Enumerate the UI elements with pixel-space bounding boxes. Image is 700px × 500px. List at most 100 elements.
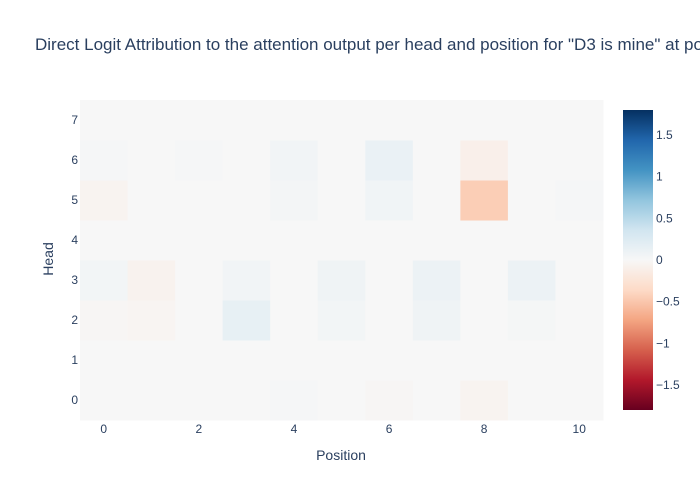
x-axis-ticks: 0 2 4 6 8 10 (100, 422, 586, 436)
y-tick-label: 6 (71, 153, 78, 167)
heatmap-cell (460, 260, 509, 301)
heatmap-cell (507, 100, 556, 141)
heatmap-cell (365, 300, 414, 341)
heatmap-cell (317, 260, 366, 301)
heatmap-cell (127, 140, 176, 181)
heatmap-cell (412, 140, 461, 181)
heatmap-cell (460, 220, 509, 261)
heatmap-cell (222, 220, 271, 261)
heatmap-cell (365, 340, 414, 381)
colorbar-ticks: 1.5 1 0.5 0 −0.5 −1 −1.5 (656, 128, 680, 392)
x-tick-label: 8 (481, 422, 488, 436)
heatmap-cell (507, 340, 556, 381)
heatmap-cell (507, 220, 556, 261)
heatmap-cell (317, 300, 366, 341)
y-tick-label: 5 (71, 193, 78, 207)
heatmap-cell (412, 100, 461, 141)
heatmap-cell (412, 340, 461, 381)
heatmap-cell (270, 180, 319, 221)
heatmap-cell (127, 220, 176, 261)
heatmap-cell (412, 300, 461, 341)
heatmap-cell (175, 140, 224, 181)
heatmap-cell (80, 260, 129, 301)
colorbar-tick-label: −1.5 (656, 378, 680, 392)
heatmap-cell (365, 100, 414, 141)
heatmap-cell (555, 380, 604, 421)
y-axis-title: Head (40, 242, 56, 275)
heatmap-cells (80, 100, 604, 421)
heatmap-cell (270, 260, 319, 301)
heatmap-cell (127, 380, 176, 421)
heatmap-cell (365, 220, 414, 261)
heatmap-cell (80, 340, 129, 381)
heatmap-cell (555, 180, 604, 221)
heatmap-cell (555, 260, 604, 301)
heatmap-cell (365, 140, 414, 181)
heatmap-cell (317, 180, 366, 221)
heatmap-cell (317, 340, 366, 381)
heatmap-cell (507, 260, 556, 301)
heatmap-cell (175, 300, 224, 341)
colorbar-tick-label: 1 (656, 170, 663, 184)
colorbar-gradient (623, 110, 653, 410)
heatmap-cell (507, 300, 556, 341)
y-tick-label: 2 (71, 313, 78, 327)
heatmap-cell (460, 100, 509, 141)
heatmap-cell (317, 100, 366, 141)
heatmap-cell (270, 100, 319, 141)
heatmap-cell (80, 100, 129, 141)
heatmap-cell (175, 340, 224, 381)
heatmap-cell (222, 100, 271, 141)
heatmap-cell (80, 380, 129, 421)
heatmap-cell (460, 180, 509, 221)
heatmap-cell (127, 100, 176, 141)
heatmap-cell (175, 260, 224, 301)
heatmap-cell (127, 300, 176, 341)
heatmap-cell (270, 340, 319, 381)
colorbar-tick-label: −0.5 (656, 295, 680, 309)
x-tick-label: 10 (573, 422, 587, 436)
heatmap-cell (507, 180, 556, 221)
x-tick-label: 4 (291, 422, 298, 436)
heatmap-cell (555, 220, 604, 261)
heatmap-cell (80, 300, 129, 341)
heatmap-cell (555, 300, 604, 341)
y-tick-label: 4 (71, 233, 78, 247)
heatmap-cell (175, 380, 224, 421)
heatmap-cell (127, 180, 176, 221)
heatmap-cell (555, 340, 604, 381)
heatmap-cell (80, 220, 129, 261)
heatmap-cell (507, 380, 556, 421)
heatmap-cell (80, 140, 129, 181)
y-tick-label: 0 (71, 393, 78, 407)
y-tick-label: 3 (71, 273, 78, 287)
heatmap-cell (175, 100, 224, 141)
y-tick-label: 7 (71, 113, 78, 127)
y-axis-ticks: 0 1 2 3 4 5 6 7 (71, 113, 78, 407)
heatmap-cell (460, 300, 509, 341)
heatmap-cell (555, 100, 604, 141)
colorbar-tick-label: −1 (656, 336, 670, 350)
heatmap-cell (80, 180, 129, 221)
heatmap-cell (127, 260, 176, 301)
heatmap-cell (507, 140, 556, 181)
heatmap-cell (222, 260, 271, 301)
heatmap-cell (222, 180, 271, 221)
heatmap-cell (270, 220, 319, 261)
colorbar-tick-label: 0 (656, 253, 663, 267)
heatmap-cell (412, 180, 461, 221)
heatmap-cell (317, 220, 366, 261)
heatmap-cell (222, 340, 271, 381)
heatmap-cell (365, 380, 414, 421)
heatmap-cell (460, 380, 509, 421)
y-tick-label: 1 (71, 353, 78, 367)
colorbar-tick-label: 1.5 (656, 128, 673, 142)
heatmap-cell (317, 380, 366, 421)
heatmap-cell (270, 380, 319, 421)
heatmap-cell (222, 140, 271, 181)
heatmap-cell (127, 340, 176, 381)
heatmap-cell (555, 140, 604, 181)
heatmap-cell (460, 140, 509, 181)
heatmap-cell (270, 140, 319, 181)
